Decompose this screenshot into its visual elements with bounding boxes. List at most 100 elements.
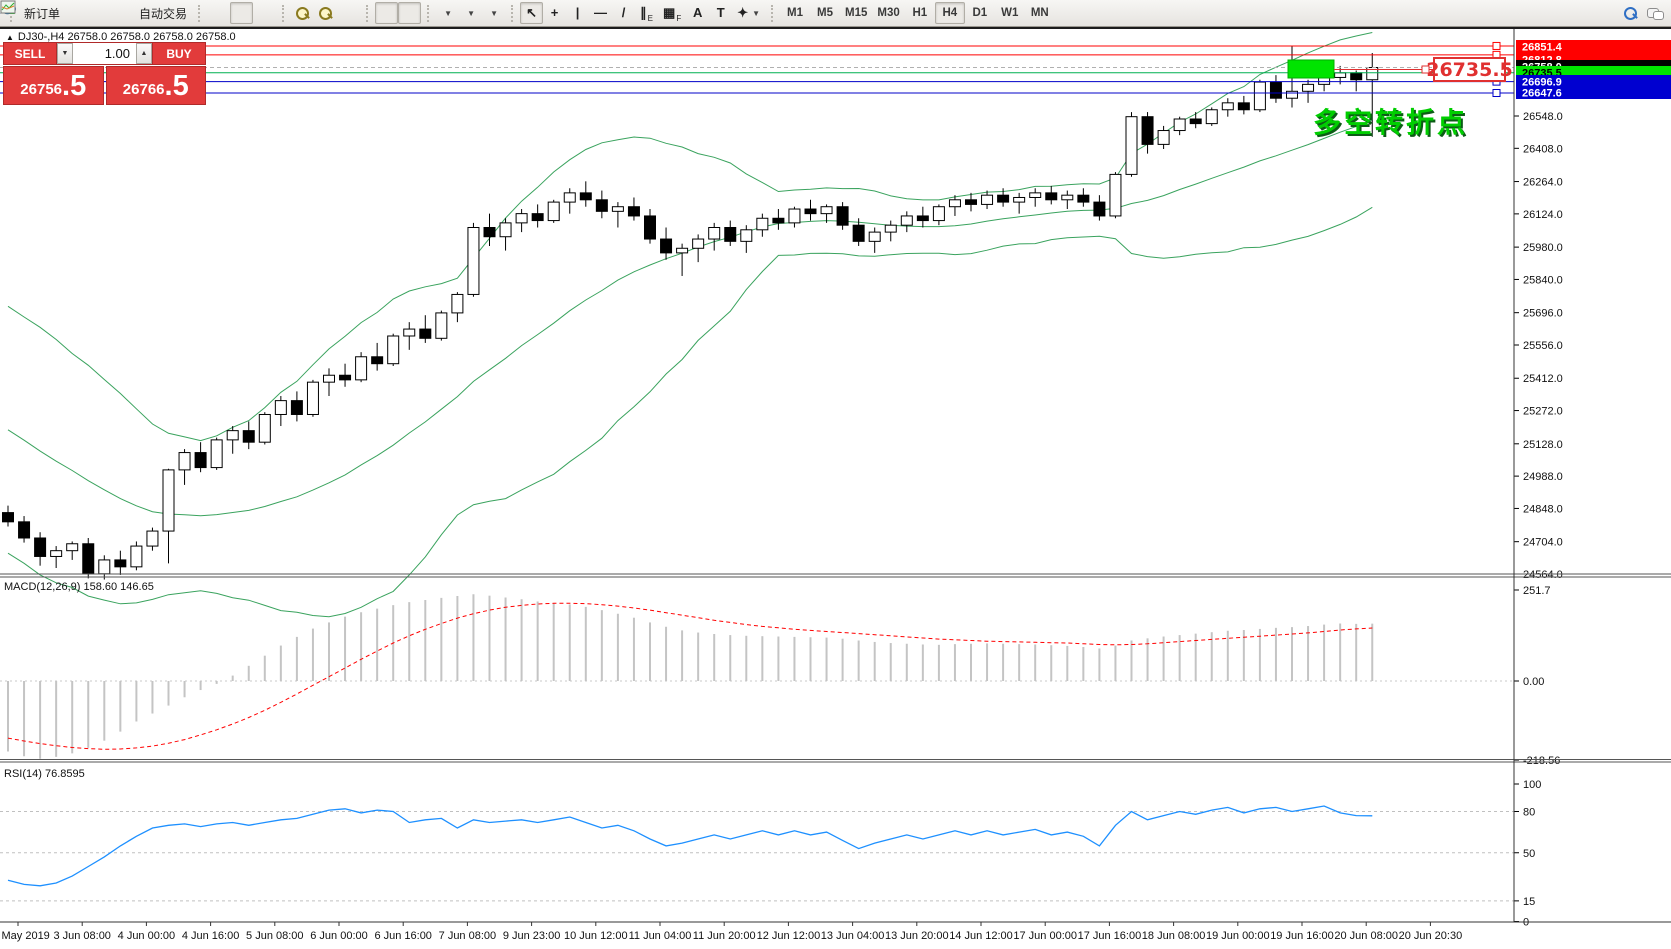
volume-input[interactable]: 1.00	[104, 46, 130, 61]
chat-button[interactable]	[1642, 2, 1667, 24]
toolbar-grip[interactable]	[198, 4, 203, 22]
text-tool-icon: A	[693, 5, 703, 21]
chart-shift-button[interactable]	[1, 2, 422, 24]
timeframe-button-m5[interactable]: M5	[817, 7, 834, 19]
templates-button[interactable]: ▼	[0, 0, 505, 24]
candle	[724, 226, 737, 242]
zoom-in-button[interactable]	[291, 2, 314, 24]
candle	[1302, 83, 1315, 92]
candle	[563, 192, 576, 203]
timeframe-button-m1[interactable]: M1	[787, 7, 804, 19]
periods-button[interactable]: ▼	[0, 0, 482, 24]
candle	[114, 559, 127, 568]
auto-scroll-button[interactable]	[1, 2, 399, 24]
candle	[1061, 194, 1074, 201]
scale-tick-label: 15	[1523, 896, 1535, 908]
scale-tick-label: 25840.0	[1523, 274, 1563, 286]
scale-tick-label: 26408.0	[1523, 143, 1563, 155]
scale-tick-label: 26124.0	[1523, 209, 1563, 221]
volume-increase-button[interactable]: ▲	[136, 43, 152, 64]
tile-windows-button[interactable]	[1, 1, 360, 24]
chart-window-border	[0, 27, 1671, 29]
candlestick-chart-button[interactable]	[1, 1, 254, 24]
text-label-tool-button[interactable]: T	[709, 2, 732, 24]
search-button[interactable]	[1619, 2, 1642, 24]
sell-price[interactable]: 26756.5	[3, 66, 104, 105]
price-tag-label[interactable]: 26735.5	[1426, 57, 1513, 82]
buy-price[interactable]: 26766.5	[105, 66, 206, 105]
scale-tick-label: 25272.0	[1523, 406, 1563, 418]
toolbar-grip[interactable]	[511, 4, 516, 22]
new-order-label: 新订单	[24, 6, 61, 21]
timeframe-button-h4[interactable]: H4	[934, 2, 965, 24]
line-price-scale-label: 26696.9	[1516, 75, 1671, 89]
toolbar-grip[interactable]	[282, 4, 287, 22]
sell-button[interactable]: SELL	[3, 42, 57, 65]
line-chart-button[interactable]	[0, 1, 276, 24]
new-order-button[interactable]: 新订单	[0, 0, 65, 24]
bar-chart-button[interactable]	[1, 2, 230, 24]
horizontal-line-tool-button[interactable]: —	[589, 2, 612, 24]
candle	[98, 559, 111, 575]
candle	[836, 206, 849, 226]
cursor-tool-button[interactable]: ↖	[520, 2, 544, 25]
timeframe-button-m15[interactable]: M15	[845, 7, 868, 19]
vertical-line-tool-button[interactable]: |	[566, 2, 589, 24]
text-tool-button[interactable]: A	[686, 2, 709, 24]
timeframe-button-w1[interactable]: W1	[1001, 7, 1019, 19]
rsi-pane: 1008050150	[0, 779, 1541, 929]
autotrade-button[interactable]: 自动交易	[1, 2, 192, 24]
arrows-tool-icon: ✦	[737, 5, 749, 21]
price-tag-handle[interactable]	[1421, 65, 1430, 74]
timeframe-button-h1[interactable]: H1	[912, 7, 928, 19]
candle	[531, 213, 544, 222]
toolbar-grip[interactable]	[427, 4, 432, 22]
scale-tick-label: 24848.0	[1523, 503, 1563, 515]
chart-annotation-text[interactable]: 多空转折点	[1313, 107, 1469, 138]
line-handle[interactable]	[1492, 41, 1501, 50]
candle	[210, 439, 223, 469]
candle	[595, 199, 608, 212]
data-window-button[interactable]	[0, 1, 111, 24]
toolbar-grip[interactable]	[366, 4, 371, 22]
trendline-tool-icon: /	[621, 5, 626, 21]
zoom-in-icon	[296, 6, 310, 20]
candle	[756, 217, 769, 231]
candle	[676, 247, 689, 254]
time-tick-label: 17 Jun 16:00	[1078, 930, 1142, 942]
equidistant-channel-tool-button[interactable]: ∥ E	[640, 5, 653, 24]
zoom-out-icon	[319, 6, 333, 20]
arrows-tool-button[interactable]: ✦ ▼	[737, 5, 761, 21]
toolbar-grip[interactable]	[771, 4, 776, 22]
candle	[499, 222, 512, 238]
timeframe-button-d1[interactable]: D1	[972, 7, 988, 19]
volume-decrease-button[interactable]: ▼	[57, 43, 73, 64]
candle	[1269, 81, 1282, 99]
zoom-out-button[interactable]	[314, 2, 337, 24]
indicators-button[interactable]: ▼	[0, 1, 459, 24]
candle	[290, 400, 303, 415]
buy-price-main: 26766	[122, 81, 165, 98]
signals-button[interactable]	[1, 2, 134, 24]
market-watch-button[interactable]	[1, 0, 88, 24]
candle	[1221, 102, 1234, 111]
collapse-indicator-icon[interactable]: ▲	[6, 33, 14, 42]
highlight-box[interactable]	[1287, 59, 1335, 79]
trendline-tool-button[interactable]: /	[612, 2, 635, 24]
price-scale[interactable]: 26548.0 26408.0 26264.0 26124.0 25980.0 25840…	[1514, 40, 1671, 581]
candle	[403, 328, 416, 337]
candle	[965, 199, 977, 205]
candle	[788, 208, 801, 224]
time-tick-label: 17 Jun 00:00	[1013, 930, 1077, 942]
crosshair-tool-button[interactable]: +	[543, 2, 566, 24]
line-handle[interactable]	[1492, 89, 1501, 98]
timeframe-button-mn[interactable]: MN	[1030, 7, 1049, 19]
candle	[1334, 72, 1347, 78]
fibonacci-tool-button[interactable]: ▦ F	[663, 5, 682, 24]
timeframe-button-m30[interactable]: M30	[877, 7, 900, 19]
candle	[981, 194, 994, 205]
buy-button[interactable]: BUY	[152, 42, 206, 65]
template-icon	[0, 0, 16, 14]
